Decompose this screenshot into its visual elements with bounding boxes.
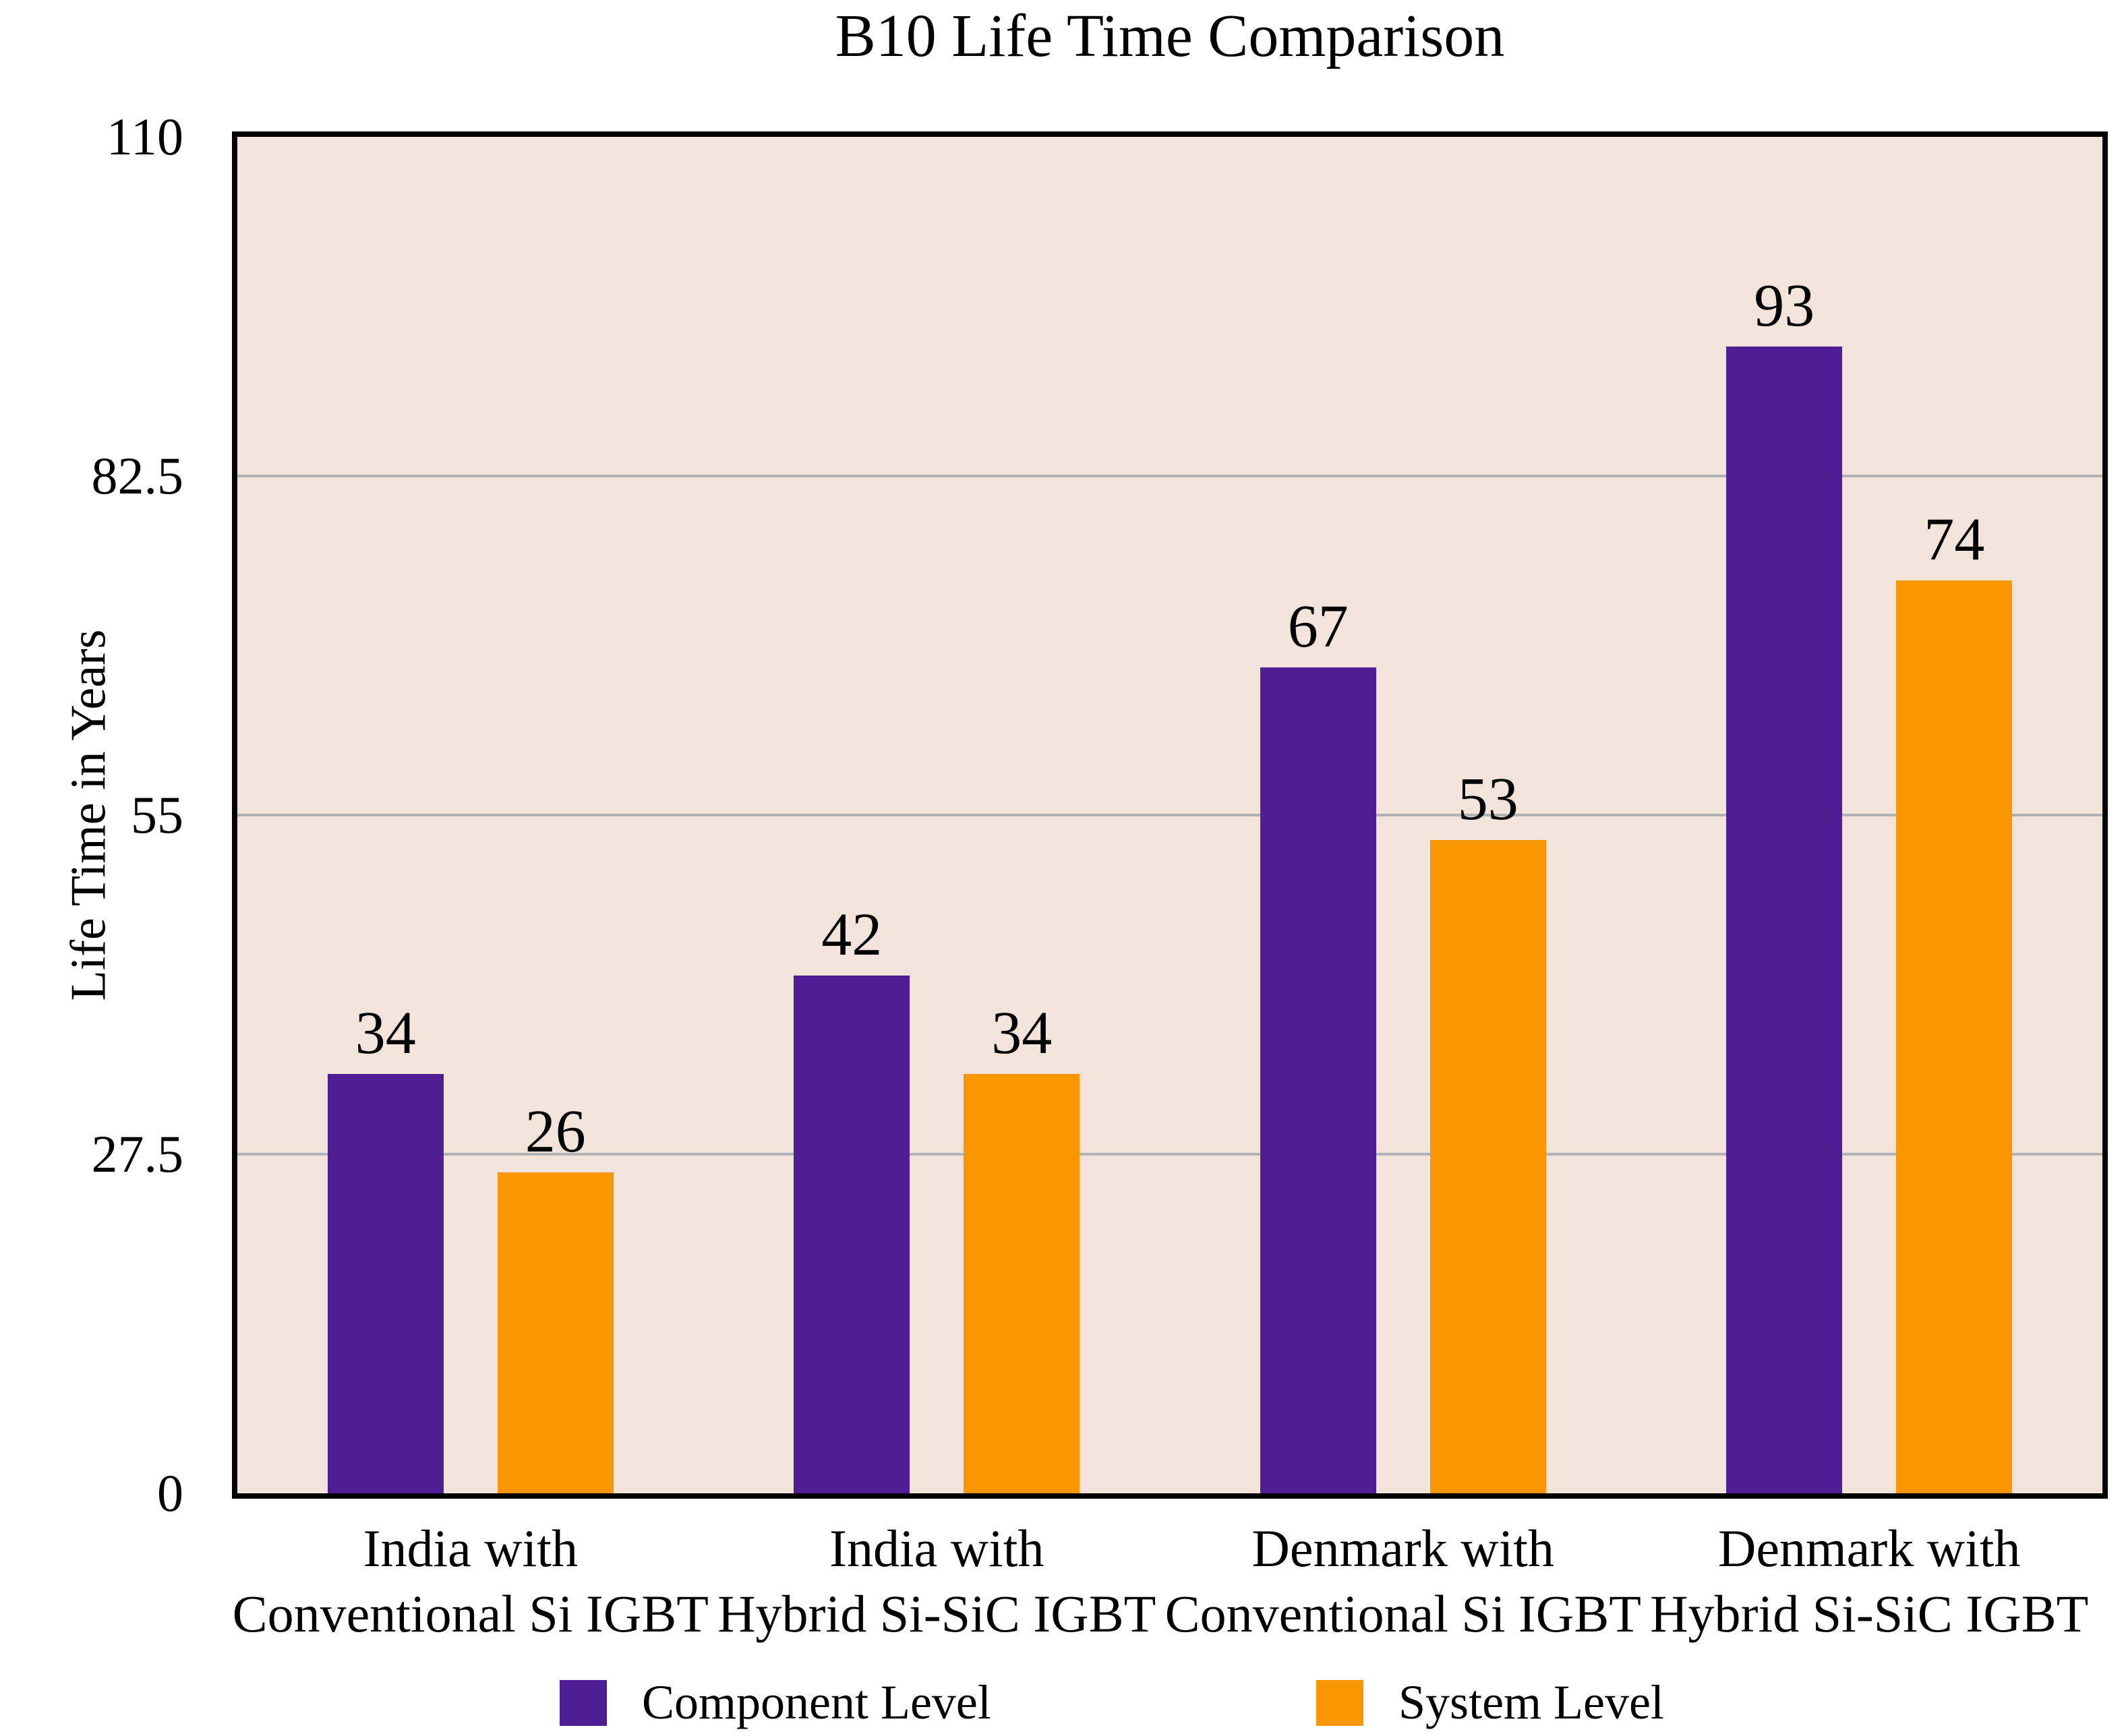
gridline <box>237 475 2102 477</box>
bar-value-label: 34 <box>355 1000 416 1067</box>
bar-component-level <box>1260 667 1376 1493</box>
bar-component-level <box>327 1074 444 1493</box>
x-category-line2: Hybrid Si-SiC IGBT <box>1650 1584 2089 1643</box>
bar-component-level <box>1726 346 1843 1493</box>
x-category-line1: Denmark with <box>1251 1519 1554 1578</box>
bar-value-label: 42 <box>821 901 883 968</box>
chart-title: B10 Life Time Comparison <box>835 3 1505 69</box>
plot-area: 34 42 67 93 26 34 53 74 <box>232 131 2108 1499</box>
bar-value-label: 67 <box>1287 593 1349 660</box>
x-category-line1: India with <box>363 1519 578 1578</box>
legend-item-system-level: System Level <box>1316 1675 1664 1731</box>
bar-value-label: 74 <box>1924 506 1985 574</box>
x-category-label: Denmark with Hybrid Si-SiC IGBT <box>1650 1516 2088 1646</box>
gridline <box>237 1153 2102 1156</box>
bar-system-level <box>1429 839 1546 1493</box>
y-tick-label: 55 <box>131 785 183 844</box>
x-category-label: India with Conventional Si IGBT <box>233 1516 709 1646</box>
bar-system-level <box>497 1172 614 1493</box>
legend-swatch-system-level <box>1316 1679 1363 1726</box>
bar-value-label: 53 <box>1457 765 1518 833</box>
y-tick-label: 0 <box>157 1464 183 1522</box>
x-category-label: India with Hybrid Si-SiC IGBT <box>717 1516 1156 1646</box>
y-tick-label: 27.5 <box>91 1125 184 1183</box>
legend-label-system-level: System Level <box>1398 1675 1664 1729</box>
legend-label-component-level: Component Level <box>642 1675 991 1729</box>
bar-value-label: 34 <box>991 1000 1053 1067</box>
bar-value-label: 93 <box>1754 272 1815 339</box>
bar-system-level <box>964 1074 1080 1493</box>
x-category-label: Denmark with Conventional Si IGBT <box>1165 1516 1641 1646</box>
bar-value-label: 26 <box>525 1098 586 1166</box>
gridline <box>237 814 2102 816</box>
bar-system-level <box>1896 580 2013 1493</box>
x-category-line1: Denmark with <box>1718 1519 2021 1578</box>
x-category-line2: Conventional Si IGBT <box>232 1584 709 1643</box>
x-category-line1: India with <box>829 1519 1044 1578</box>
bar-component-level <box>794 975 910 1493</box>
legend-item-component-level: Component Level <box>560 1675 991 1731</box>
x-category-line2: Hybrid Si-SiC IGBT <box>717 1584 1156 1643</box>
x-category-line2: Conventional Si IGBT <box>1164 1584 1641 1643</box>
legend-swatch-component-level <box>560 1679 607 1726</box>
y-tick-label: 110 <box>106 107 183 166</box>
y-tick-label: 82.5 <box>91 446 184 505</box>
